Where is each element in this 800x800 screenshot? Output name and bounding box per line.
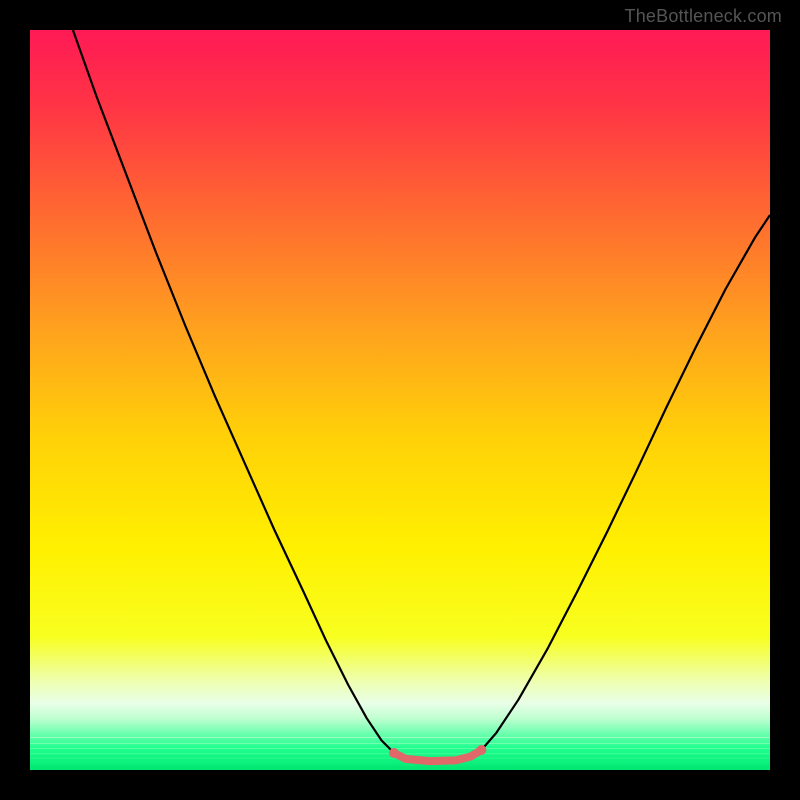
highlight-endpoint [389, 748, 399, 758]
highlight-endpoint [476, 745, 486, 755]
watermark-text: TheBottleneck.com [625, 6, 782, 27]
gradient-background [30, 30, 770, 770]
chart-container: TheBottleneck.com [0, 0, 800, 800]
plot-area [30, 30, 770, 770]
chart-svg [30, 30, 770, 770]
